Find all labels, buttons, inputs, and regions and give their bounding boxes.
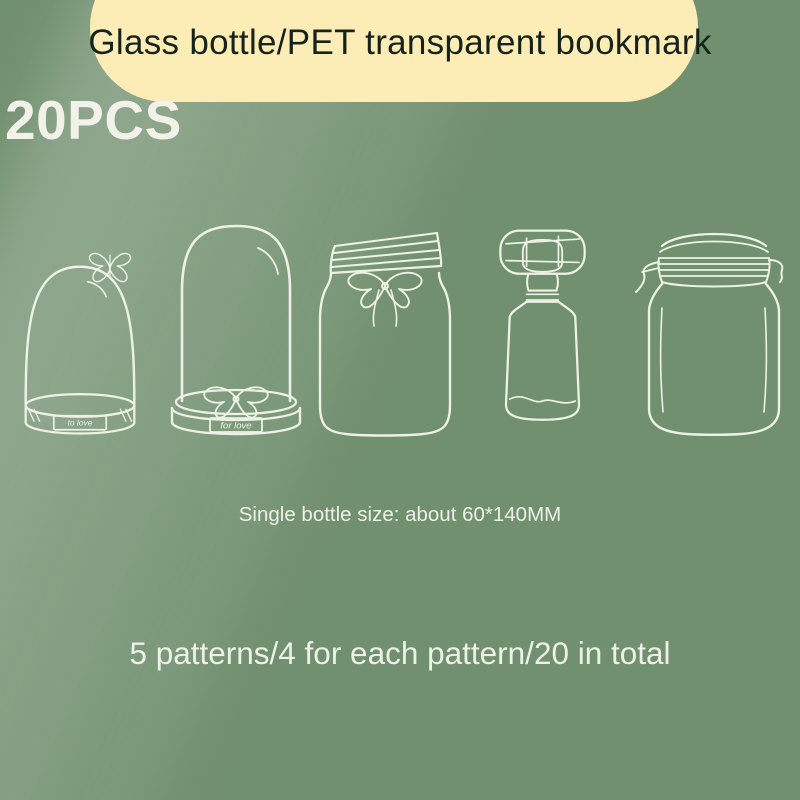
svg-text:to love: to love [68,418,93,428]
svg-text:for love: for love [220,421,251,432]
